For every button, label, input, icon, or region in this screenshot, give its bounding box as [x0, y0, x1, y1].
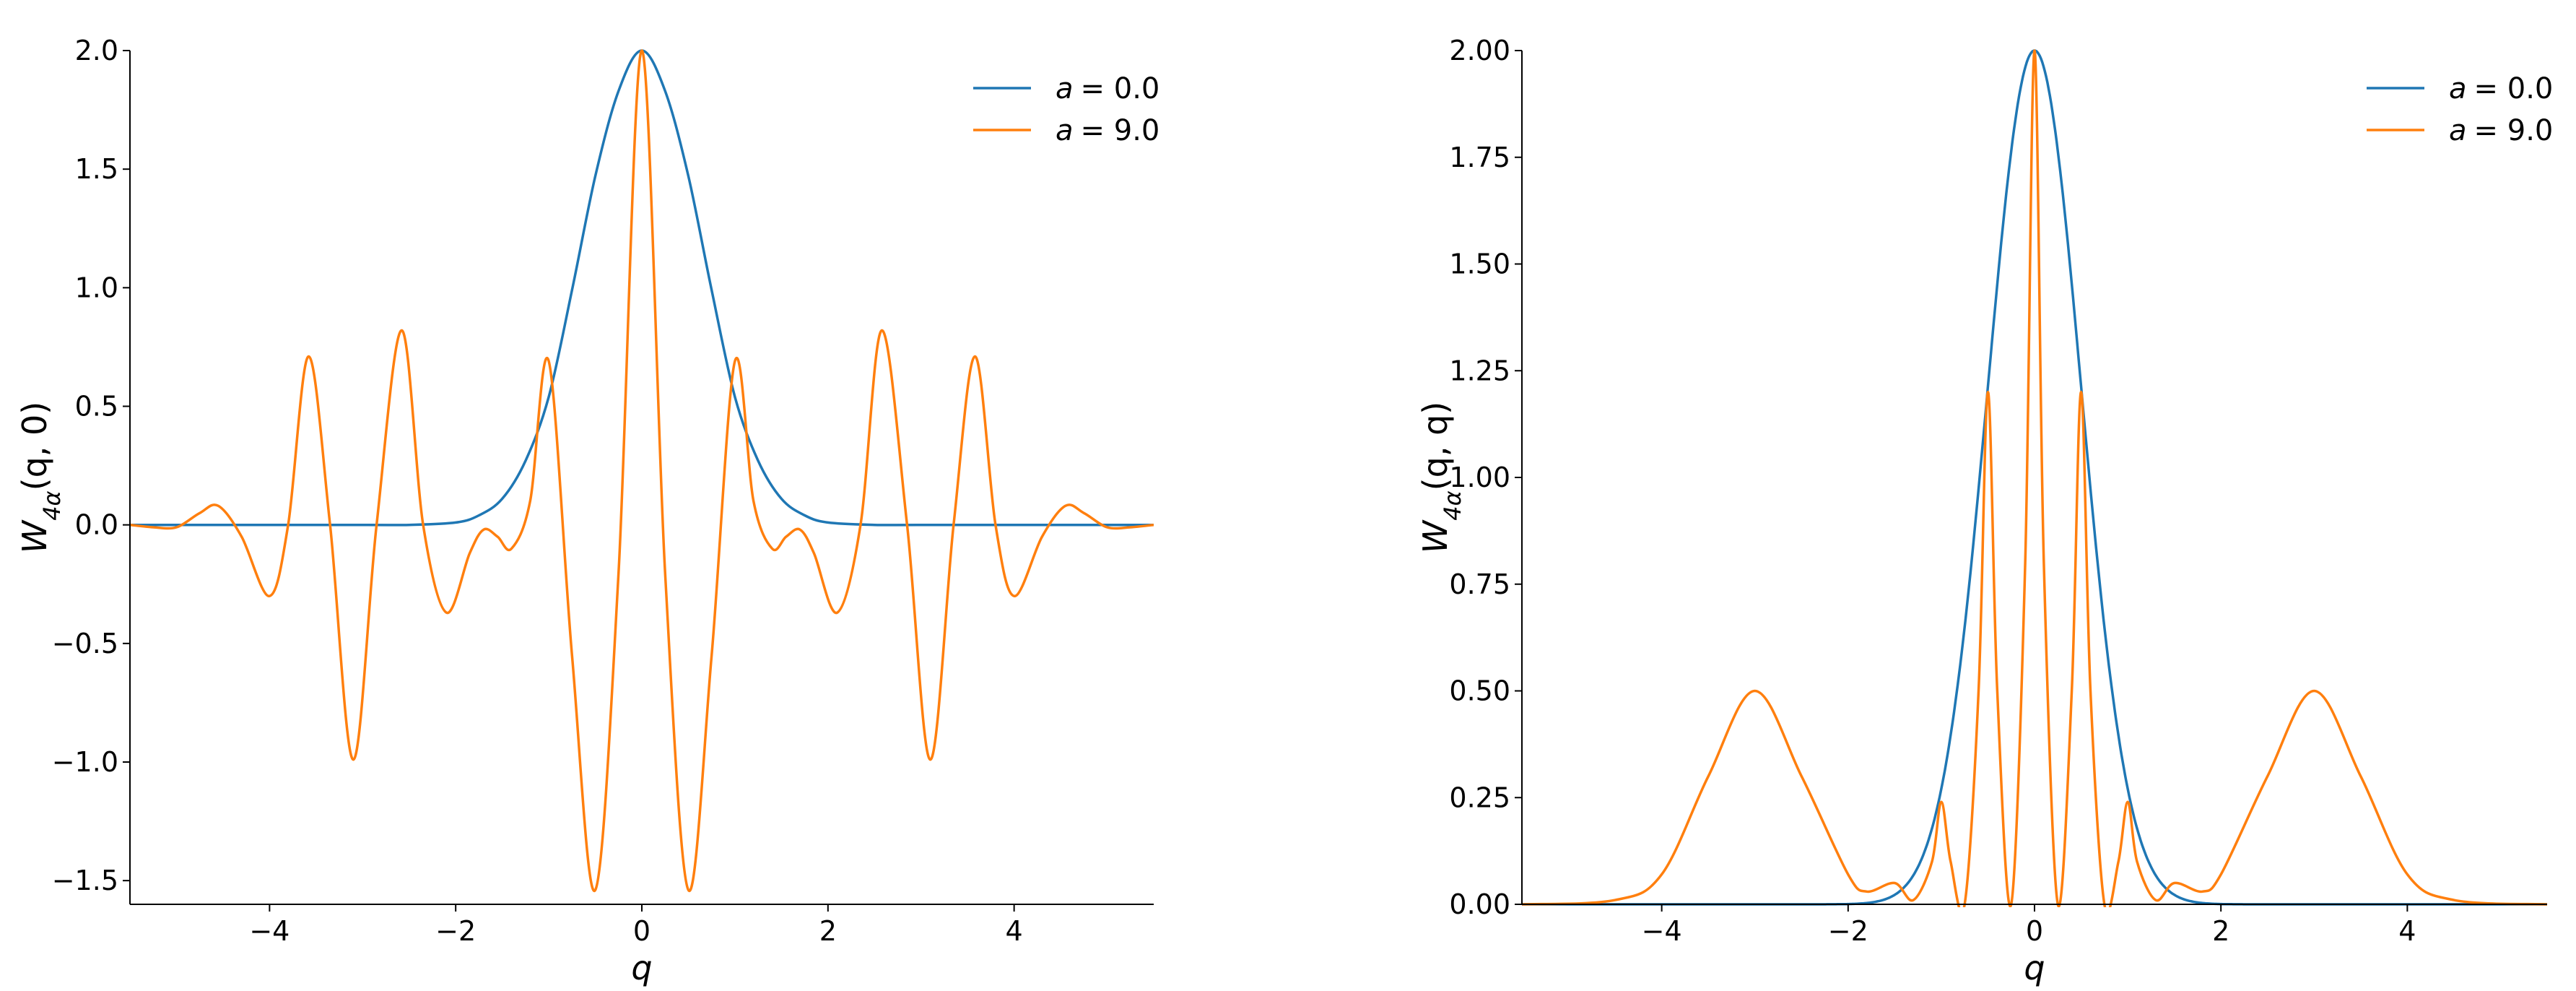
y-tick-label: 2.0 [75, 35, 118, 66]
y-tick-label: −1.0 [52, 746, 118, 778]
y-tick-label: 1.75 [1449, 142, 1510, 173]
x-tick-label: −2 [435, 915, 476, 947]
x-tick-label: 2 [819, 915, 837, 947]
y-tick-label: 2.00 [1449, 35, 1510, 66]
y-axis-label-subscript: 4α [38, 490, 66, 520]
y-tick-label: 0.25 [1449, 782, 1510, 813]
x-axis-label: q [2024, 948, 2045, 987]
legend-value: = 0.0 [2474, 72, 2554, 105]
x-tick-label: 4 [2398, 915, 2416, 947]
x-tick-label: −2 [1828, 915, 1868, 947]
x-axis-label: q [631, 948, 652, 987]
y-tick-label: 0.50 [1449, 675, 1510, 707]
y-axis-label-base: W [15, 519, 54, 553]
y-tick-label: 1.5 [75, 153, 118, 185]
series-line-a-9 [1522, 49, 2547, 907]
x-tick-label: 0 [633, 915, 650, 947]
y-axis-label-args: (q, q) [1416, 402, 1455, 491]
y-tick-label: −0.5 [52, 628, 118, 659]
x-tick-label: 4 [1006, 915, 1023, 947]
x-tick-label: 2 [2212, 915, 2229, 947]
legend-label: a = 9.0 [2449, 114, 2553, 147]
legend-label: a = 9.0 [1056, 114, 1159, 147]
legend-value: = 0.0 [1081, 72, 1160, 105]
x-tick-label: −4 [249, 915, 290, 947]
legend-value: = 9.0 [1081, 114, 1160, 147]
y-axis-label: W4α(q, 0) [15, 402, 66, 554]
y-tick-label: 1.25 [1449, 355, 1510, 386]
right-plot-panel: −4 −2 0 2 4 0.00 0.25 0.50 0.75 1.00 1.25 1.50 1.75 2… [1416, 35, 2553, 987]
x-tick-label: 0 [2026, 915, 2043, 947]
legend-label: a = 0.0 [1056, 72, 1159, 105]
legend-value: = 9.0 [2474, 114, 2554, 147]
y-axis-label-subscript: 4α [1439, 490, 1466, 520]
series-line-a-0 [1522, 49, 2547, 906]
y-axis-label: W4α(q, q) [1416, 402, 1466, 553]
y-axis-label-base: W [1416, 519, 1455, 553]
legend-label: a = 0.0 [2449, 72, 2553, 105]
legend-variable: a [2449, 114, 2467, 147]
y-tick-label: 0.75 [1449, 568, 1510, 600]
legend-variable: a [1056, 72, 1074, 105]
y-tick-label: 1.00 [1449, 462, 1510, 493]
series-line-a-9 [130, 49, 1154, 893]
y-tick-label: 0.00 [1449, 888, 1510, 920]
y-tick-label: 1.0 [75, 272, 118, 303]
left-plot-panel: −4 −2 0 2 4 −1.5 −1.0 −0.5 0.0 0.5 1.0 1.5 2.0 q W4α(q… [15, 35, 1159, 987]
legend-variable: a [1056, 114, 1074, 147]
y-tick-label: 0.5 [75, 391, 118, 423]
x-tick-label: −4 [1642, 915, 1682, 947]
y-axis-label-args: (q, 0) [15, 402, 54, 491]
y-tick-label: −1.5 [52, 865, 118, 896]
series-line-a-0 [130, 49, 1154, 527]
legend-variable: a [2449, 72, 2467, 105]
y-tick-label: 1.50 [1449, 248, 1510, 280]
y-tick-label: 0.0 [75, 509, 118, 541]
